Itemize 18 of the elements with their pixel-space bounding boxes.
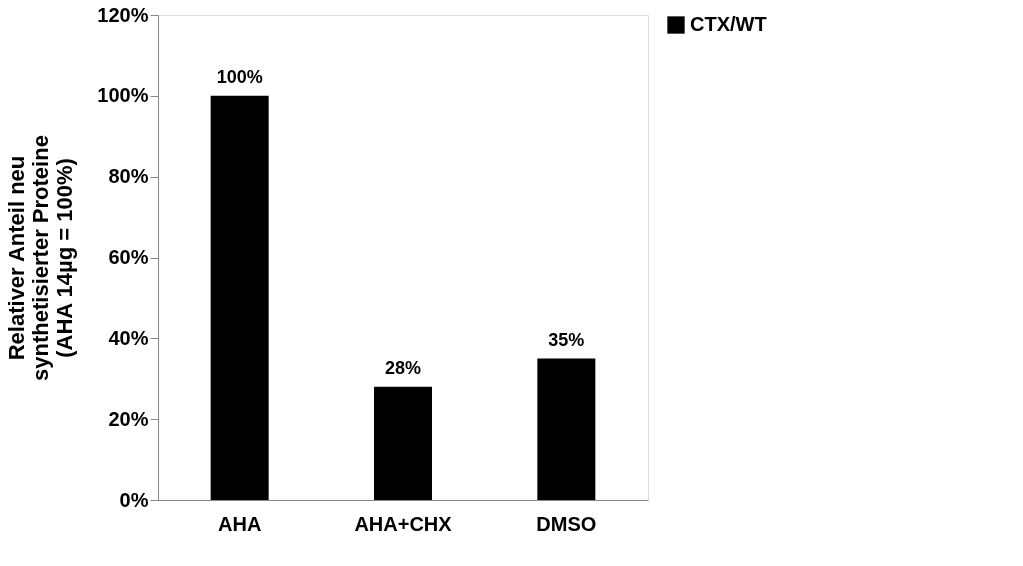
y-axis-title: Relativer Anteil neu synthetisierter Proteine (AHA 14µg = 100%): [4, 135, 78, 381]
bar: [537, 358, 596, 500]
x-tick-label: AHA+CHX: [354, 512, 453, 535]
y-tick-label: 20%: [108, 407, 149, 430]
bar: [374, 386, 432, 500]
data-label: 100%: [216, 66, 263, 87]
y-tick-label: 0%: [119, 488, 149, 511]
y-tick-label: 120%: [97, 3, 149, 26]
data-label: 35%: [548, 329, 585, 350]
data-label: 28%: [384, 357, 422, 378]
x-tick-label: AHA: [217, 512, 262, 535]
y-tick-label: 40%: [108, 326, 149, 349]
y-tick-label: 80%: [108, 165, 149, 188]
y-tick-label: 60%: [108, 246, 149, 268]
bar: [210, 95, 269, 500]
legend-label: CTX/WT: [690, 13, 767, 35]
x-tick-label: DMSO: [536, 512, 597, 535]
y-tick-label: 100%: [97, 84, 149, 107]
